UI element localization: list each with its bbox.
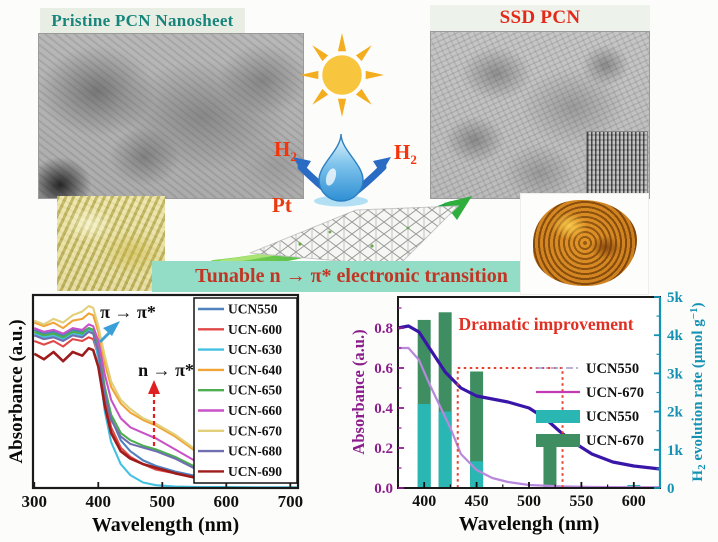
svg-text:300: 300 — [22, 492, 48, 511]
svg-text:UCN-670: UCN-670 — [228, 423, 282, 438]
sun-icon — [300, 33, 384, 117]
svg-text:500: 500 — [517, 493, 541, 510]
ssd-title: SSD PCN — [499, 7, 581, 28]
svg-text:UCN550: UCN550 — [586, 409, 639, 425]
svg-text:500: 500 — [150, 492, 176, 511]
ssd-powder-photo — [520, 193, 649, 295]
svg-text:Wavelength (nm): Wavelength (nm) — [92, 514, 239, 536]
svg-text:Wavelengh (nm): Wavelengh (nm) — [459, 513, 600, 535]
svg-text:UCN-680: UCN-680 — [228, 444, 282, 459]
svg-text:UCN550: UCN550 — [586, 361, 639, 377]
transition-banner: Tunable n → π* electronic transition — [152, 261, 551, 292]
orange-powder-blob — [532, 200, 637, 286]
pristine-powder-photo — [57, 196, 165, 291]
svg-text:1k: 1k — [667, 443, 684, 459]
transition-banner-text: Tunable n → π* electronic transition — [195, 265, 508, 287]
svg-text:H2 evolution rate (μmol g−1): H2 evolution rate (μmol g−1) — [688, 302, 708, 481]
svg-text:0: 0 — [667, 481, 675, 497]
improvement-chart: 0.0 0.2 0.4 0.6 0.8 0 1k 2k 3k 4k 5k 400 450 500 550 60… — [350, 290, 708, 535]
svg-text:Absorbance (a.u.): Absorbance (a.u.) — [6, 319, 27, 463]
uvvis-absorbance-chart: 300 400 500 600 700 UCN550 UCN-600 UCN-630 UCN-6… — [6, 293, 304, 536]
svg-text:550: 550 — [569, 493, 593, 510]
svg-text:0.4: 0.4 — [374, 401, 393, 417]
svg-text:0.2: 0.2 — [374, 441, 393, 457]
svg-text:600: 600 — [214, 492, 240, 511]
svg-text:3k: 3k — [667, 366, 684, 382]
pt-label: Pt — [272, 193, 292, 217]
svg-text:UCN-640: UCN-640 — [228, 362, 282, 377]
svg-text:2k: 2k — [667, 405, 684, 421]
svg-text:5k: 5k — [667, 290, 684, 306]
svg-text:UCN-660: UCN-660 — [228, 403, 282, 418]
svg-text:UCN550: UCN550 — [228, 302, 278, 317]
svg-text:400: 400 — [86, 492, 112, 511]
h2-label-right: H2 — [394, 140, 417, 168]
svg-text:UCN-600: UCN-600 — [228, 322, 282, 337]
svg-text:400: 400 — [412, 493, 436, 510]
svg-text:4k: 4k — [667, 328, 684, 344]
svg-text:UCN-690: UCN-690 — [228, 464, 282, 479]
water-droplet-icon — [318, 133, 364, 202]
pristine-tem-image — [38, 33, 304, 199]
svg-text:700: 700 — [278, 492, 304, 511]
svg-text:600: 600 — [622, 493, 646, 510]
pristine-title-bar: Pristine PCN Nanosheet — [40, 8, 245, 33]
pristine-title: Pristine PCN Nanosheet — [51, 10, 234, 30]
svg-text:UCN-630: UCN-630 — [228, 342, 282, 357]
h2-label-left: H2 — [274, 137, 297, 165]
ssd-title-bar: SSD PCN — [430, 5, 650, 31]
svg-text:Absorbance (a.u.): Absorbance (a.u.) — [350, 329, 368, 454]
svg-text:0.6: 0.6 — [374, 361, 393, 377]
svg-text:0.0: 0.0 — [374, 481, 393, 497]
svg-text:0.8: 0.8 — [374, 321, 393, 337]
svg-text:UCN-650: UCN-650 — [228, 383, 282, 398]
svg-text:UCN-670: UCN-670 — [586, 433, 644, 449]
svg-text:450: 450 — [465, 493, 489, 510]
svg-text:n → π*: n → π* — [138, 360, 194, 380]
svg-text:π → π*: π → π* — [100, 302, 156, 322]
nanosheet-mesh — [249, 205, 460, 267]
svg-text:UCN-670: UCN-670 — [586, 385, 644, 401]
svg-text:Dramatic improvement: Dramatic improvement — [458, 314, 633, 334]
